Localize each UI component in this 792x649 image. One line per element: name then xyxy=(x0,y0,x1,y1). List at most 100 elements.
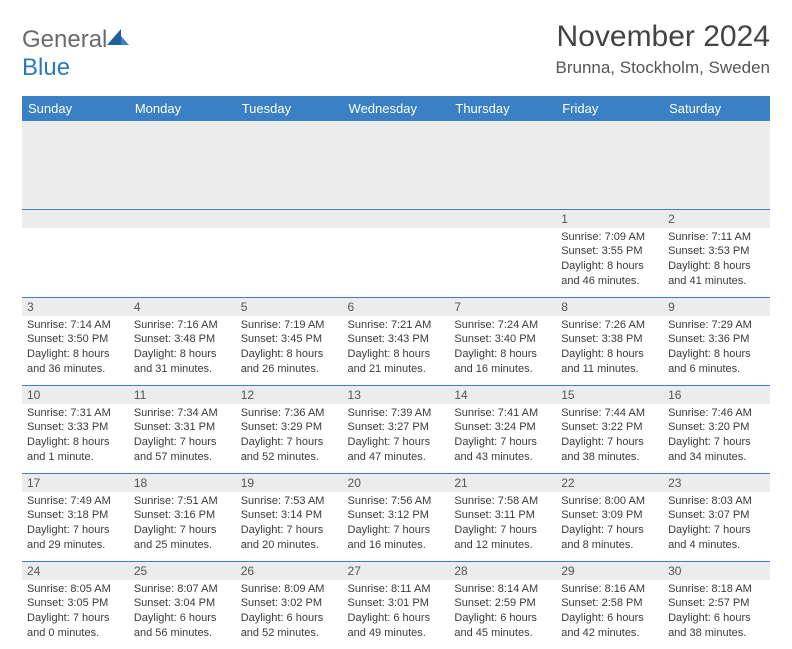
daylight-text: Daylight: 7 hours and 4 minutes. xyxy=(668,523,765,553)
sunrise-text: Sunrise: 8:03 AM xyxy=(668,494,765,509)
day-number: 11 xyxy=(129,386,236,404)
day-details: Sunrise: 7:49 AMSunset: 3:18 PMDaylight:… xyxy=(22,492,129,557)
sunrise-text: Sunrise: 7:51 AM xyxy=(134,494,231,509)
day-details: Sunrise: 8:09 AMSunset: 3:02 PMDaylight:… xyxy=(236,580,343,645)
sunrise-text: Sunrise: 7:58 AM xyxy=(454,494,551,509)
daylight-text: Daylight: 8 hours and 16 minutes. xyxy=(454,347,551,377)
day-number xyxy=(449,210,556,228)
day-details: Sunrise: 8:00 AMSunset: 3:09 PMDaylight:… xyxy=(556,492,663,557)
sunrise-text: Sunrise: 7:16 AM xyxy=(134,318,231,333)
day-header: Friday xyxy=(556,96,663,121)
sunset-text: Sunset: 3:31 PM xyxy=(134,420,231,435)
brand-word-2: Blue xyxy=(22,54,70,81)
day-details: Sunrise: 8:05 AMSunset: 3:05 PMDaylight:… xyxy=(22,580,129,645)
sunrise-text: Sunrise: 7:11 AM xyxy=(668,230,765,245)
calendar-cell: 6Sunrise: 7:21 AMSunset: 3:43 PMDaylight… xyxy=(343,297,450,385)
daylight-text: Daylight: 8 hours and 1 minute. xyxy=(27,435,124,465)
calendar-cell: 1Sunrise: 7:09 AMSunset: 3:55 PMDaylight… xyxy=(556,209,663,297)
day-number: 26 xyxy=(236,562,343,580)
sunrise-text: Sunrise: 7:34 AM xyxy=(134,406,231,421)
day-number: 15 xyxy=(556,386,663,404)
day-number: 4 xyxy=(129,298,236,316)
day-number: 13 xyxy=(343,386,450,404)
day-header: Tuesday xyxy=(236,96,343,121)
brand-logo: General Blue xyxy=(22,26,129,82)
sunrise-text: Sunrise: 7:56 AM xyxy=(348,494,445,509)
brand-word-1: General xyxy=(22,26,107,53)
calendar-cell: 24Sunrise: 8:05 AMSunset: 3:05 PMDayligh… xyxy=(22,561,129,649)
calendar-cell: 30Sunrise: 8:18 AMSunset: 2:57 PMDayligh… xyxy=(663,561,770,649)
calendar-cell xyxy=(449,209,556,297)
sunrise-text: Sunrise: 8:11 AM xyxy=(348,582,445,597)
day-number: 19 xyxy=(236,474,343,492)
day-number: 24 xyxy=(22,562,129,580)
calendar-week-row: 1Sunrise: 7:09 AMSunset: 3:55 PMDaylight… xyxy=(22,209,770,297)
sunset-text: Sunset: 2:59 PM xyxy=(454,596,551,611)
day-number: 22 xyxy=(556,474,663,492)
calendar-cell: 20Sunrise: 7:56 AMSunset: 3:12 PMDayligh… xyxy=(343,473,450,561)
sunrise-text: Sunrise: 8:00 AM xyxy=(561,494,658,509)
sunset-text: Sunset: 3:05 PM xyxy=(27,596,124,611)
day-number: 2 xyxy=(663,210,770,228)
sunset-text: Sunset: 3:01 PM xyxy=(348,596,445,611)
daylight-text: Daylight: 6 hours and 56 minutes. xyxy=(134,611,231,641)
sunrise-text: Sunrise: 8:05 AM xyxy=(27,582,124,597)
calendar-cell: 11 Sunrise: 7:34 AMSunset: 3:31 PMDayligh… xyxy=(129,385,236,473)
day-number: 29 xyxy=(556,562,663,580)
calendar-cell: 28Sunrise: 8:14 AMSunset: 2:59 PMDayligh… xyxy=(449,561,556,649)
sunset-text: Sunset: 3:07 PM xyxy=(668,508,765,523)
sunset-text: Sunset: 3:09 PM xyxy=(561,508,658,523)
day-details: Sunrise: 7:46 AMSunset: 3:20 PMDaylight:… xyxy=(663,404,770,469)
day-header: Saturday xyxy=(663,96,770,121)
daylight-text: Daylight: 6 hours and 49 minutes. xyxy=(348,611,445,641)
day-header: Thursday xyxy=(449,96,556,121)
calendar-cell: 3Sunrise: 7:14 AMSunset: 3:50 PMDaylight… xyxy=(22,297,129,385)
sunrise-text: Sunrise: 8:14 AM xyxy=(454,582,551,597)
calendar-cell: 2Sunrise: 7:11 AMSunset: 3:53 PMDaylight… xyxy=(663,209,770,297)
day-number xyxy=(22,210,129,228)
calendar-week-row: 17Sunrise: 7:49 AMSunset: 3:18 PMDayligh… xyxy=(22,473,770,561)
day-number: 17 xyxy=(22,474,129,492)
calendar-cell: 27 Sunrise: 8:11 AMSunset: 3:01 PMDayligh… xyxy=(343,561,450,649)
daylight-text: Daylight: 6 hours and 45 minutes. xyxy=(454,611,551,641)
calendar-table: Sunday Monday Tuesday Wednesday Thursday… xyxy=(22,96,770,649)
sunrise-text: Sunrise: 7:53 AM xyxy=(241,494,338,509)
calendar-cell: 16Sunrise: 7:46 AMSunset: 3:20 PMDayligh… xyxy=(663,385,770,473)
day-number: 27 xyxy=(343,562,450,580)
calendar-cell: 13Sunrise: 7:39 AMSunset: 3:27 PMDayligh… xyxy=(343,385,450,473)
calendar-cell: 12Sunrise: 7:36 AMSunset: 3:29 PMDayligh… xyxy=(236,385,343,473)
day-number xyxy=(343,210,450,228)
day-header: Monday xyxy=(129,96,236,121)
daylight-text: Daylight: 6 hours and 52 minutes. xyxy=(241,611,338,641)
day-details: Sunrise: 7:51 AMSunset: 3:16 PMDaylight:… xyxy=(129,492,236,557)
sunrise-text: Sunrise: 7:36 AM xyxy=(241,406,338,421)
daylight-text: Daylight: 7 hours and 12 minutes. xyxy=(454,523,551,553)
day-details: Sunrise: 7:19 AMSunset: 3:45 PMDaylight:… xyxy=(236,316,343,381)
calendar-cell: 18Sunrise: 7:51 AMSunset: 3:16 PMDayligh… xyxy=(129,473,236,561)
sail-icon xyxy=(107,27,129,52)
day-number: 30 xyxy=(663,562,770,580)
sunrise-text: Sunrise: 7:41 AM xyxy=(454,406,551,421)
calendar-cell: 21Sunrise: 7:58 AMSunset: 3:11 PMDayligh… xyxy=(449,473,556,561)
sunset-text: Sunset: 3:24 PM xyxy=(454,420,551,435)
sunrise-text: Sunrise: 7:26 AM xyxy=(561,318,658,333)
daylight-text: Daylight: 8 hours and 46 minutes. xyxy=(561,259,658,289)
sunset-text: Sunset: 3:36 PM xyxy=(668,332,765,347)
day-number: 8 xyxy=(556,298,663,316)
daylight-text: Daylight: 7 hours and 57 minutes. xyxy=(134,435,231,465)
sunrise-text: Sunrise: 8:16 AM xyxy=(561,582,658,597)
day-details: Sunrise: 7:24 AMSunset: 3:40 PMDaylight:… xyxy=(449,316,556,381)
daylight-text: Daylight: 6 hours and 38 minutes. xyxy=(668,611,765,641)
sunset-text: Sunset: 3:38 PM xyxy=(561,332,658,347)
calendar-cell xyxy=(22,209,129,297)
sunrise-text: Sunrise: 7:44 AM xyxy=(561,406,658,421)
day-number: 10 xyxy=(22,386,129,404)
day-details: Sunrise: 7:21 AMSunset: 3:43 PMDaylight:… xyxy=(343,316,450,381)
day-details: Sunrise: 7:09 AMSunset: 3:55 PMDaylight:… xyxy=(556,228,663,293)
day-details: Sunrise: 8:03 AMSunset: 3:07 PMDaylight:… xyxy=(663,492,770,557)
day-details: Sunrise: 7:29 AMSunset: 3:36 PMDaylight:… xyxy=(663,316,770,381)
day-number: 18 xyxy=(129,474,236,492)
daylight-text: Daylight: 7 hours and 29 minutes. xyxy=(27,523,124,553)
calendar-cell: 17Sunrise: 7:49 AMSunset: 3:18 PMDayligh… xyxy=(22,473,129,561)
sunrise-text: Sunrise: 7:49 AM xyxy=(27,494,124,509)
